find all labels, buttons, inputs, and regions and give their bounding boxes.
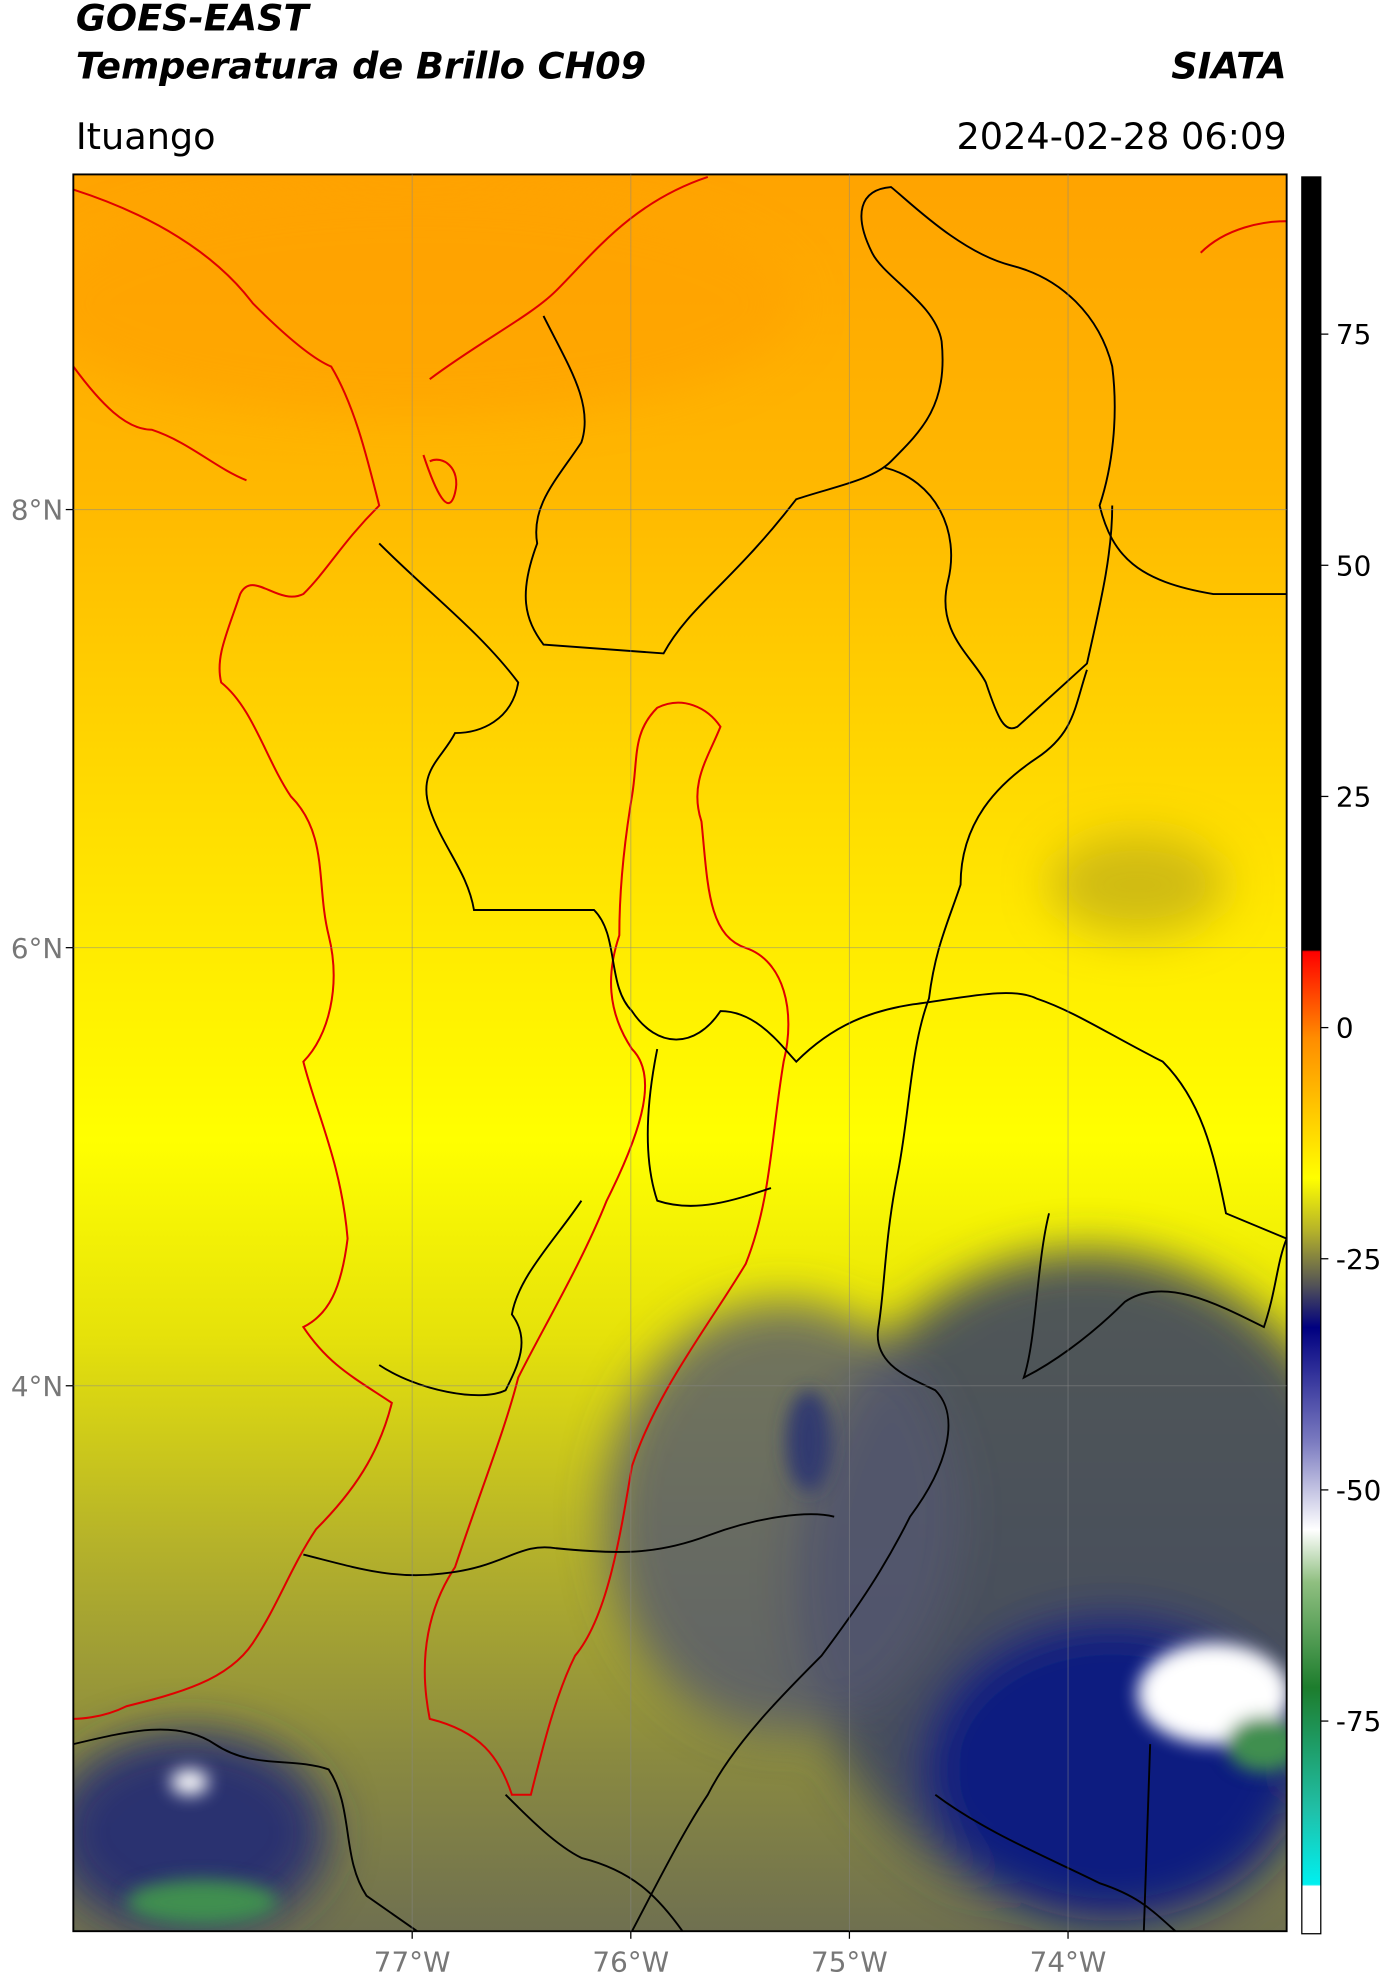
- title: GOES-EAST: [76, 0, 312, 39]
- colorbar-tick-label: 50: [1336, 549, 1371, 582]
- colorbar-tick-label: 0: [1336, 1012, 1354, 1045]
- lat-label: 8°N: [11, 494, 63, 527]
- colorbar-tick-label: -25: [1336, 1243, 1381, 1276]
- lon-label: 75°W: [811, 1946, 888, 1979]
- datetime: 2024-02-28 06:09: [956, 115, 1286, 158]
- subtitle: Temperatura de Brillo CH09: [76, 44, 646, 87]
- lat-label: 6°N: [11, 932, 63, 965]
- lon-label: 77°W: [374, 1946, 451, 1979]
- location: Ituango: [76, 115, 216, 158]
- source: SIATA: [1171, 44, 1286, 87]
- lon-label: 74°W: [1030, 1946, 1107, 1979]
- colorbar: [1301, 176, 1322, 1935]
- lon-label: 76°W: [592, 1946, 669, 1979]
- colorbar-tick-label: -75: [1336, 1705, 1381, 1738]
- colorbar-tick-label: -50: [1336, 1474, 1381, 1507]
- map-image: [73, 174, 1287, 1932]
- colorbar-tick-label: 25: [1336, 781, 1371, 814]
- lat-label: 4°N: [11, 1370, 63, 1403]
- colorbar-tick-label: 75: [1336, 318, 1371, 351]
- map-frame: [72, 173, 1288, 1933]
